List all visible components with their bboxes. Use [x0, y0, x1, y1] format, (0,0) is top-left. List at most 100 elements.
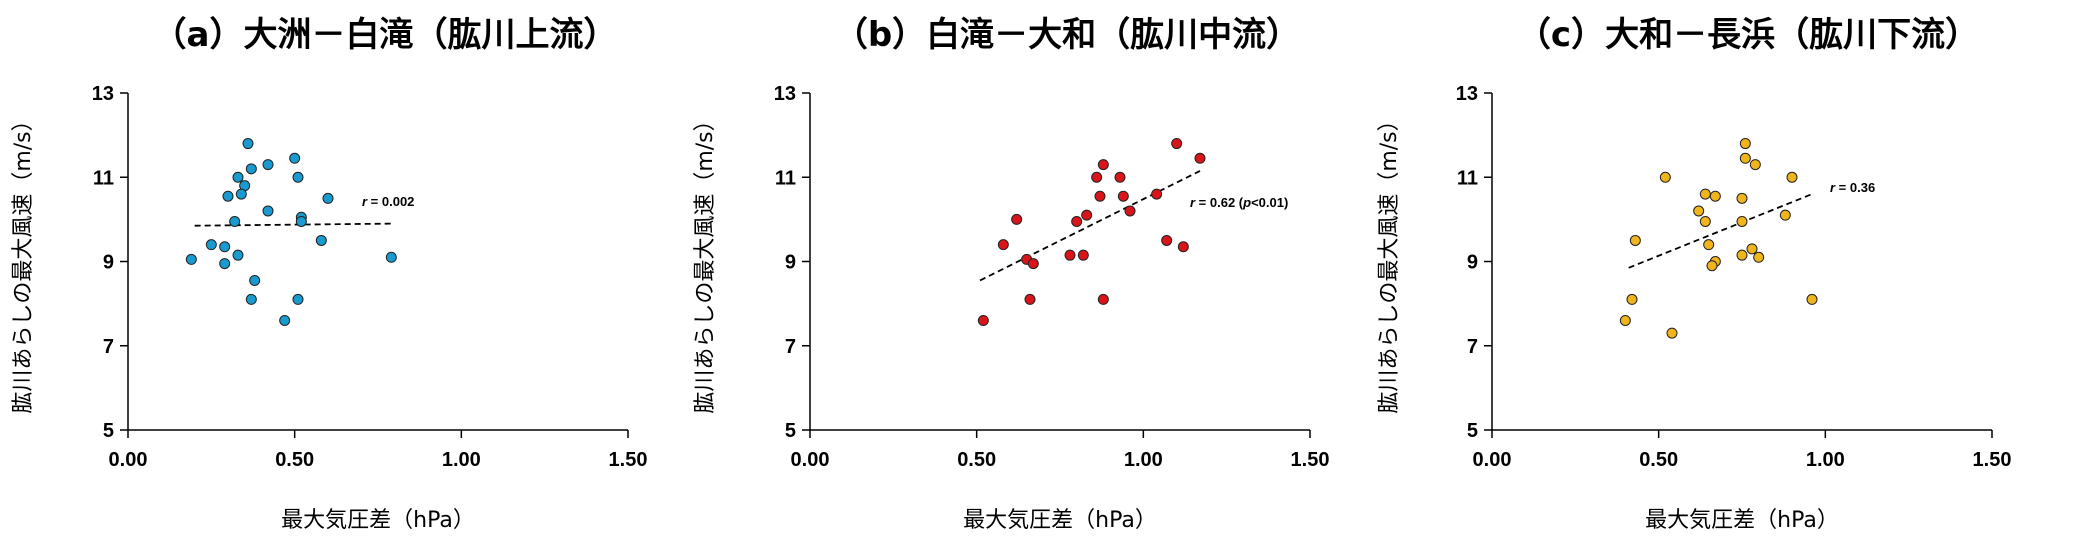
correlation-annotation: r = 0.62 (p<0.01)	[1190, 195, 1288, 210]
x-tick-label: 0.50	[957, 449, 996, 471]
y-tick-label: 9	[1467, 252, 1478, 274]
data-point	[185, 253, 197, 265]
chart-panel-3: （c）大和－長浜（肱川下流） 5 7 9 11 13 0.00 0.50 1.00 1.50 最大気…	[1377, 15, 2011, 533]
y-tick-label: 7	[103, 336, 114, 358]
data-point	[1619, 314, 1631, 326]
data-point	[229, 215, 241, 227]
y-tick-label: 7	[785, 336, 796, 358]
x-tick-label: 1.50	[609, 449, 648, 471]
data-point	[205, 239, 217, 251]
data-point	[1629, 234, 1641, 246]
data-point	[262, 159, 274, 171]
x-tick-label: 1.00	[442, 449, 481, 471]
data-point	[1064, 249, 1076, 261]
data-point	[1124, 205, 1136, 217]
data-point	[1786, 171, 1798, 183]
data-point	[1114, 171, 1126, 183]
data-point	[232, 171, 244, 183]
data-point	[1081, 209, 1093, 221]
data-point	[1177, 241, 1189, 253]
x-tick-label: 0.00	[109, 449, 148, 471]
y-tick-label: 11	[93, 167, 114, 189]
data-point	[1171, 138, 1183, 150]
data-point	[242, 138, 254, 150]
correlation-annotation: r = 0.002	[362, 194, 414, 209]
data-point	[245, 293, 257, 305]
data-point	[1706, 260, 1718, 272]
data-point	[1194, 152, 1206, 164]
chart-title: （c）大和－長浜（肱川下流）	[1517, 15, 1979, 55]
data-point	[1806, 293, 1818, 305]
chart-title: （b）白滝－大和（肱川中流）	[834, 15, 1300, 55]
data-point	[1077, 249, 1089, 261]
chart-panel-2: （b）白滝－大和（肱川中流） 5 7 9 11 13 0.00 0.50 1.00 1.50 最大気…	[693, 15, 1329, 533]
x-axis-label: 最大気圧差（hPa）	[1645, 508, 1839, 533]
data-point	[219, 258, 231, 270]
data-point	[1097, 293, 1109, 305]
data-point	[385, 251, 397, 263]
y-tick-label: 7	[1467, 336, 1478, 358]
y-tick-label: 13	[774, 83, 796, 105]
y-tick-label: 9	[785, 252, 796, 274]
y-tick-label: 11	[775, 167, 796, 189]
data-point	[1011, 213, 1023, 225]
data-point	[997, 239, 1009, 251]
x-tick-label: 1.50	[1291, 449, 1330, 471]
data-point	[1749, 159, 1761, 171]
data-point	[289, 152, 301, 164]
x-tick-label: 0.50	[275, 449, 314, 471]
data-point	[1151, 188, 1163, 200]
data-point	[1736, 249, 1748, 261]
x-axis-label: 最大気圧差（hPa）	[281, 508, 475, 533]
y-axis-label: 肱川あらしの最大風速（m/s）	[11, 109, 36, 413]
data-point	[977, 314, 989, 326]
trend-line	[1628, 193, 1813, 269]
data-point	[1097, 159, 1109, 171]
data-point	[1626, 293, 1638, 305]
x-tick-label: 1.00	[1124, 449, 1163, 471]
data-point	[1736, 215, 1748, 227]
data-point	[1071, 215, 1083, 227]
x-axis-label: 最大気圧差（hPa）	[963, 508, 1157, 533]
y-tick-label: 11	[1457, 167, 1478, 189]
data-point	[1659, 171, 1671, 183]
data-point	[1739, 152, 1751, 164]
y-tick-label: 5	[1467, 420, 1478, 442]
data-point	[292, 171, 304, 183]
data-point	[1703, 239, 1715, 251]
y-tick-label: 5	[103, 420, 114, 442]
x-tick-label: 0.00	[1473, 449, 1512, 471]
y-axis-label: 肱川あらしの最大風速（m/s）	[693, 109, 718, 413]
data-point	[1753, 251, 1765, 263]
data-point	[1699, 215, 1711, 227]
data-point	[1709, 190, 1721, 202]
data-point	[222, 190, 234, 202]
data-point	[1779, 209, 1791, 221]
data-point	[1693, 205, 1705, 217]
data-point	[315, 234, 327, 246]
data-point	[262, 205, 274, 217]
chart-title: （a）大洲－白滝（肱川上流）	[153, 15, 618, 55]
data-point	[1746, 243, 1758, 255]
y-tick-label: 13	[92, 83, 114, 105]
data-point	[235, 188, 247, 200]
data-point	[245, 163, 257, 175]
data-point	[1699, 188, 1711, 200]
data-point	[1091, 171, 1103, 183]
x-tick-label: 1.00	[1806, 449, 1845, 471]
trend-line	[979, 170, 1201, 282]
trend-line	[194, 222, 395, 227]
data-point	[279, 314, 291, 326]
data-point	[1117, 190, 1129, 202]
data-point	[1736, 192, 1748, 204]
data-point	[1161, 234, 1173, 246]
data-point	[249, 274, 261, 286]
data-point	[292, 293, 304, 305]
data-point	[232, 249, 244, 261]
x-tick-label: 0.00	[791, 449, 830, 471]
data-point	[1027, 258, 1039, 270]
data-point	[295, 215, 307, 227]
correlation-annotation: r = 0.36	[1830, 180, 1875, 195]
data-point	[322, 192, 334, 204]
